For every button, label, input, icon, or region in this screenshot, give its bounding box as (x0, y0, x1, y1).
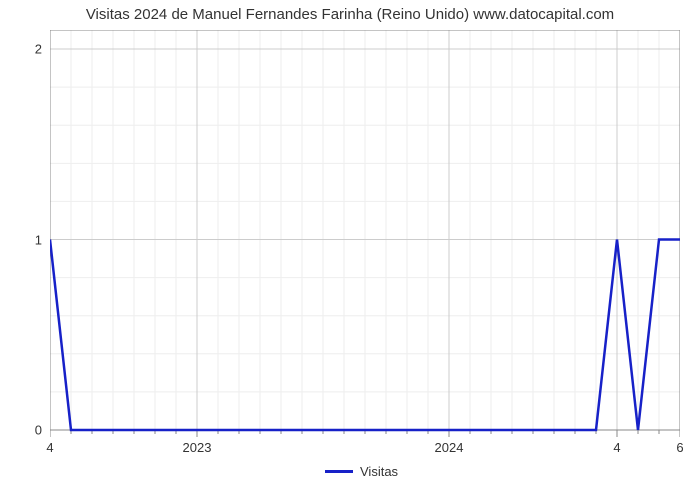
y-tick-label: 1 (12, 232, 42, 247)
x-tick-label: 4 (613, 440, 620, 455)
x-tick-label: 2023 (183, 440, 212, 455)
legend-swatch (325, 470, 353, 473)
y-tick-label: 2 (12, 42, 42, 57)
legend-label: Visitas (360, 464, 398, 479)
x-tick-label: 4 (46, 440, 53, 455)
y-tick-label: 0 (12, 423, 42, 438)
legend: Visitas (325, 464, 398, 479)
x-tick-label: 6 (676, 440, 683, 455)
chart-title: Visitas 2024 de Manuel Fernandes Farinha… (0, 6, 700, 23)
chart-plot (50, 30, 680, 444)
x-tick-label: 2024 (435, 440, 464, 455)
